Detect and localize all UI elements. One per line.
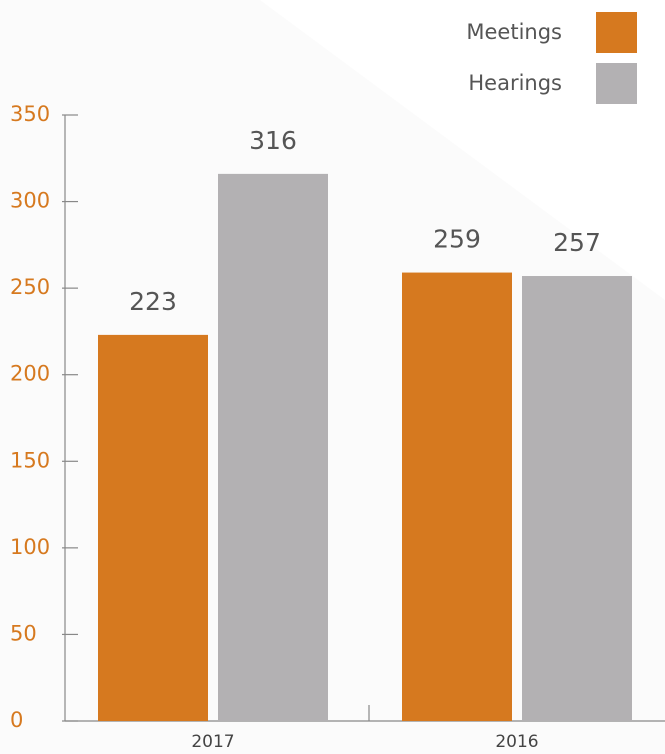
bar: [218, 173, 328, 721]
y-tick-label: 350: [10, 102, 50, 126]
legend-swatch: [596, 63, 637, 104]
y-tick-label: 200: [10, 362, 50, 386]
y-tick-label: 250: [10, 275, 50, 299]
value-label: 259: [433, 225, 481, 254]
x-tick-label: 2016: [495, 732, 538, 752]
legend-swatch: [596, 12, 637, 53]
y-tick-label: 300: [10, 189, 50, 213]
x-tick-label: 2017: [191, 732, 234, 752]
y-tick-label: 150: [10, 448, 50, 472]
value-label: 223: [129, 287, 177, 316]
bar: [522, 276, 632, 721]
bar: [98, 334, 208, 721]
value-label: 257: [553, 228, 601, 257]
legend-label: Hearings: [468, 71, 562, 95]
y-tick-label: 50: [10, 621, 37, 645]
y-tick-label: 0: [10, 708, 23, 732]
y-tick-label: 100: [10, 535, 50, 559]
bar: [402, 272, 512, 721]
legend-label: Meetings: [466, 20, 562, 44]
value-label: 316: [249, 126, 297, 155]
